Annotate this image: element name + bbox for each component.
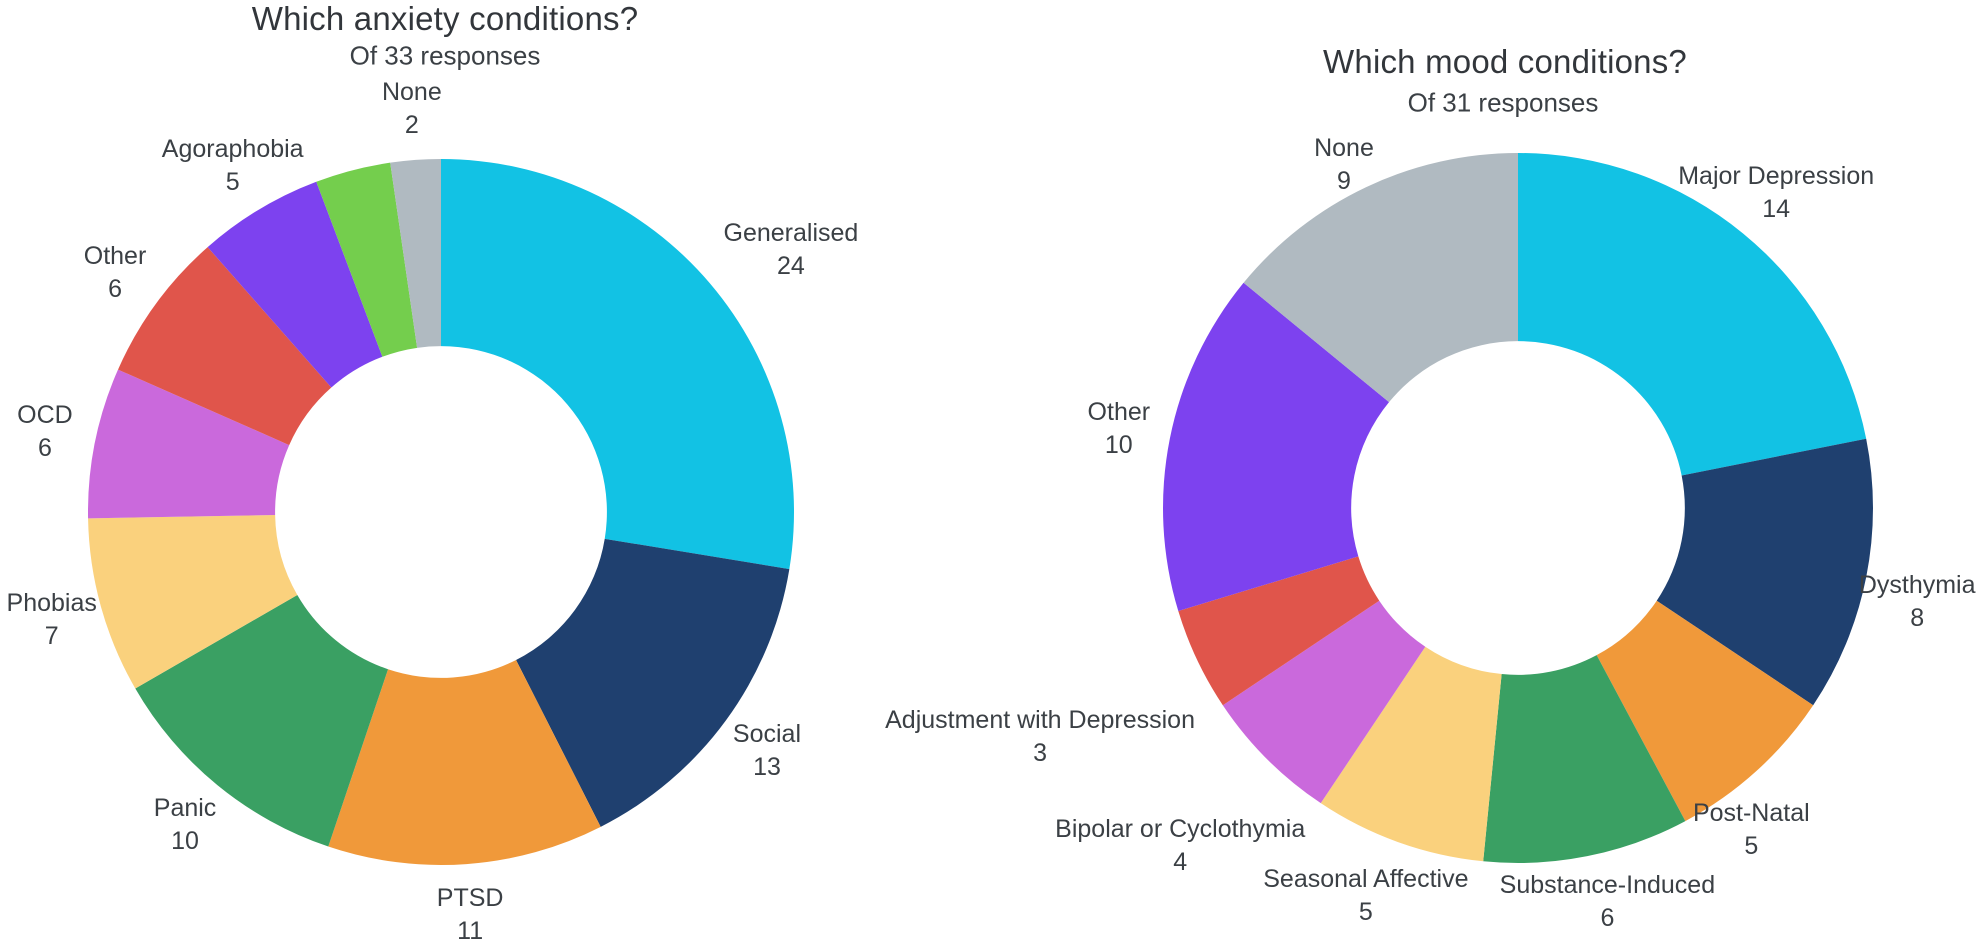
- slice-label-none: None 2: [382, 76, 442, 142]
- slice-label-dysthymia: Dysthymia 8: [1859, 569, 1976, 635]
- slice-label-value: 10: [1104, 430, 1133, 459]
- slice-label-text: PTSD: [436, 883, 504, 912]
- pie-slice-adjustment-with-depression[interactable]: [1178, 556, 1380, 706]
- pie-slice-bipolar-or-cyclothymia[interactable]: [1222, 600, 1426, 804]
- slice-label-value: 14: [1762, 195, 1791, 224]
- pie-slice-social[interactable]: [516, 538, 790, 827]
- slice-label-ocd: OCD 6: [17, 399, 73, 465]
- slice-label-generalised: Generalised 24: [724, 217, 859, 283]
- mood-chart-title: Which mood conditions?: [1323, 43, 1687, 80]
- slice-label-text: None: [1314, 134, 1374, 163]
- pie-slice-seasonal-affective[interactable]: [1320, 646, 1502, 862]
- slice-label-value: 6: [37, 434, 52, 463]
- anxiety-chart-title: Which anxiety conditions?: [251, 0, 639, 37]
- pie-slice-panic[interactable]: [135, 594, 389, 847]
- slice-label-major-depression: Major Depression 14: [1678, 160, 1874, 226]
- slice-label-seasonal-affective: Seasonal Affective 5: [1263, 863, 1468, 929]
- slice-label-text: Adjustment with Depression: [885, 706, 1195, 734]
- pie-slice-dysthymia[interactable]: [1656, 438, 1873, 706]
- mood-chart-subtitle: Of 31 responses: [1407, 87, 1599, 118]
- slice-label-text: Social: [732, 719, 802, 748]
- slice-label-text: Post-Natal: [1692, 798, 1810, 827]
- pie-slice-other[interactable]: [1163, 282, 1390, 612]
- slice-label-text: Other: [83, 242, 147, 271]
- slice-label-value: 13: [753, 752, 781, 781]
- slice-label-text: Substance-Induced: [1499, 871, 1716, 900]
- slice-label-substance-induced: Substance-Induced 6: [1500, 869, 1715, 935]
- pie-slice-unlabeled[interactable]: [316, 162, 418, 357]
- slice-label-text: Seasonal Affective: [1263, 865, 1469, 894]
- slice-label-text: OCD: [17, 401, 73, 430]
- slice-label-value: 11: [457, 916, 484, 942]
- slice-label-value: 8: [1910, 604, 1925, 633]
- slice-label-text: Major Depression: [1678, 162, 1875, 191]
- slice-label-text: Agoraphobia: [161, 134, 304, 163]
- slice-label-text: Other: [1087, 397, 1151, 426]
- pie-slice-agoraphobia[interactable]: [207, 181, 383, 388]
- slice-label-value: 3: [1033, 739, 1048, 767]
- slice-label-value: 6: [108, 275, 122, 304]
- slice-label-value: 7: [44, 622, 59, 651]
- slice-label-other: Other 6: [84, 240, 147, 306]
- pie-slice-substance-induced[interactable]: [1483, 655, 1686, 863]
- pie-slice-ocd[interactable]: [88, 369, 290, 519]
- pie-slice-ptsd[interactable]: [328, 659, 601, 865]
- slice-label-value: 2: [404, 111, 419, 140]
- slice-label-value: 5: [1358, 898, 1373, 927]
- slice-label-value: 9: [1337, 167, 1351, 196]
- slice-label-text: Bipolar or Cyclothymia: [1055, 814, 1306, 843]
- slice-label-social: Social 13: [733, 718, 801, 784]
- slice-label-phobias: Phobias 7: [7, 587, 97, 653]
- pie-slice-phobias[interactable]: [88, 514, 298, 689]
- slice-label-value: 10: [171, 826, 199, 855]
- slice-label-text: Generalised: [723, 219, 859, 248]
- anxiety-chart-subtitle: Of 33 responses: [349, 40, 541, 71]
- slice-label-value: 24: [777, 252, 805, 281]
- slice-label-ptsd: PTSD 11: [437, 882, 504, 942]
- pie-slice-none[interactable]: [1243, 153, 1518, 403]
- slice-label-text: Phobias: [6, 589, 97, 618]
- slice-label-adjustment-with-depression: Adjustment with Depression 3: [885, 704, 1195, 770]
- pie-slice-none[interactable]: [390, 159, 441, 348]
- pie-slice-generalised[interactable]: [441, 159, 795, 570]
- slice-label-text: None: [381, 78, 442, 107]
- slice-label-post-natal: Post-Natal 5: [1693, 797, 1810, 863]
- slice-label-text: Dysthymia: [1858, 571, 1976, 600]
- pie-slice-major-depression[interactable]: [1518, 153, 1867, 476]
- slice-label-value: 4: [1173, 847, 1188, 876]
- slice-label-none: None 9: [1314, 132, 1374, 198]
- slice-label-panic: Panic 10: [154, 792, 217, 858]
- slice-label-other: Other 10: [1088, 396, 1151, 462]
- slice-label-bipolar-or-cyclothymia: Bipolar or Cyclothymia 4: [1055, 813, 1305, 879]
- pie-slice-post-natal[interactable]: [1596, 600, 1814, 822]
- pie-slice-other[interactable]: [118, 247, 332, 446]
- slice-label-value: 6: [1600, 904, 1615, 933]
- slice-label-agoraphobia: Agoraphobia 5: [162, 133, 304, 199]
- slice-label-text: Panic: [153, 793, 217, 822]
- slice-label-value: 5: [1744, 831, 1759, 860]
- slice-label-value: 5: [225, 167, 240, 196]
